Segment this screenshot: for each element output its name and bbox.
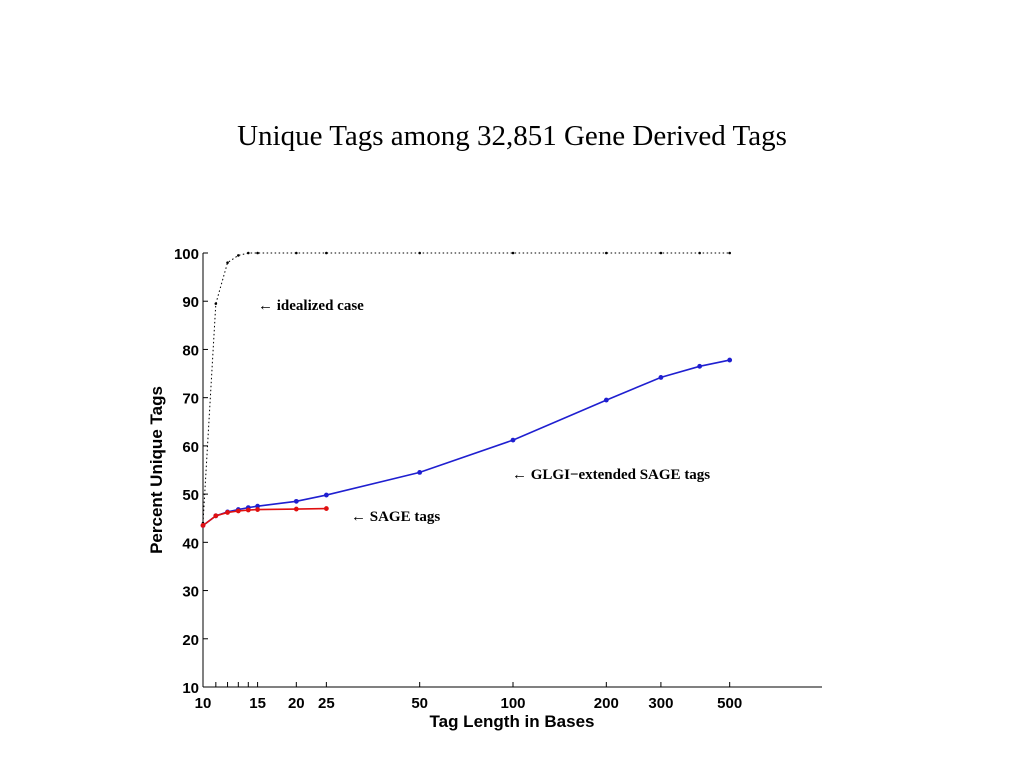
data-point xyxy=(246,251,250,255)
data-point xyxy=(295,251,298,255)
data-point xyxy=(658,375,664,380)
data-point xyxy=(235,508,241,514)
data-point xyxy=(605,251,608,255)
annotation: ← GLGI−extended SAGE tags xyxy=(512,467,710,483)
y-axis-label: Percent Unique Tags xyxy=(147,386,166,554)
data-point xyxy=(255,503,260,509)
data-point xyxy=(418,251,421,255)
data-point xyxy=(256,251,259,255)
data-point xyxy=(511,251,515,255)
annotation: ← SAGE tags xyxy=(351,509,440,525)
series-line xyxy=(202,359,730,527)
data-point xyxy=(698,251,701,255)
data-point xyxy=(255,507,260,512)
data-point xyxy=(323,506,329,511)
x-tick-label: 100 xyxy=(500,695,525,712)
data-point xyxy=(603,397,609,403)
x-tick-label: 300 xyxy=(648,695,673,712)
y-tick-label: 50 xyxy=(182,487,199,504)
data-point xyxy=(237,254,240,257)
x-tick-label: 20 xyxy=(288,695,305,712)
y-tick-label: 60 xyxy=(182,439,199,456)
x-tick-label: 10 xyxy=(195,695,212,712)
data-point xyxy=(417,470,423,475)
y-tick-label: 20 xyxy=(182,632,199,649)
x-tick-label: 25 xyxy=(318,695,335,712)
data-point xyxy=(728,251,731,255)
x-tick-label: 500 xyxy=(717,695,742,712)
data-point xyxy=(323,492,329,498)
data-point xyxy=(510,437,516,443)
x-tick-label: 50 xyxy=(411,695,428,712)
data-point xyxy=(213,513,219,519)
data-point xyxy=(659,251,663,255)
data-point xyxy=(200,523,206,528)
x-tick-label: 200 xyxy=(594,695,619,712)
series-line xyxy=(202,252,730,524)
y-tick-label: 70 xyxy=(182,391,199,408)
x-axis-label: Tag Length in Bases xyxy=(430,712,595,731)
x-tick-label: 15 xyxy=(249,695,266,712)
y-tick-label: 100 xyxy=(174,246,199,263)
data-point xyxy=(225,510,230,515)
data-point xyxy=(325,251,328,255)
data-point xyxy=(293,506,299,512)
y-tick-label: 30 xyxy=(182,584,199,601)
y-tick-label: 40 xyxy=(182,535,199,552)
annotation: ← idealized case xyxy=(258,298,364,314)
data-point xyxy=(293,498,299,504)
data-point xyxy=(214,302,218,305)
y-tick-label: 80 xyxy=(182,342,199,359)
data-point xyxy=(226,261,229,264)
data-point xyxy=(245,507,251,513)
data-point xyxy=(697,363,703,369)
y-tick-label: 10 xyxy=(182,680,199,697)
chart-title: Unique Tags among 32,851 Gene Derived Ta… xyxy=(237,120,787,152)
y-tick-label: 90 xyxy=(182,294,199,311)
data-point xyxy=(727,357,733,363)
series-line xyxy=(202,507,327,527)
